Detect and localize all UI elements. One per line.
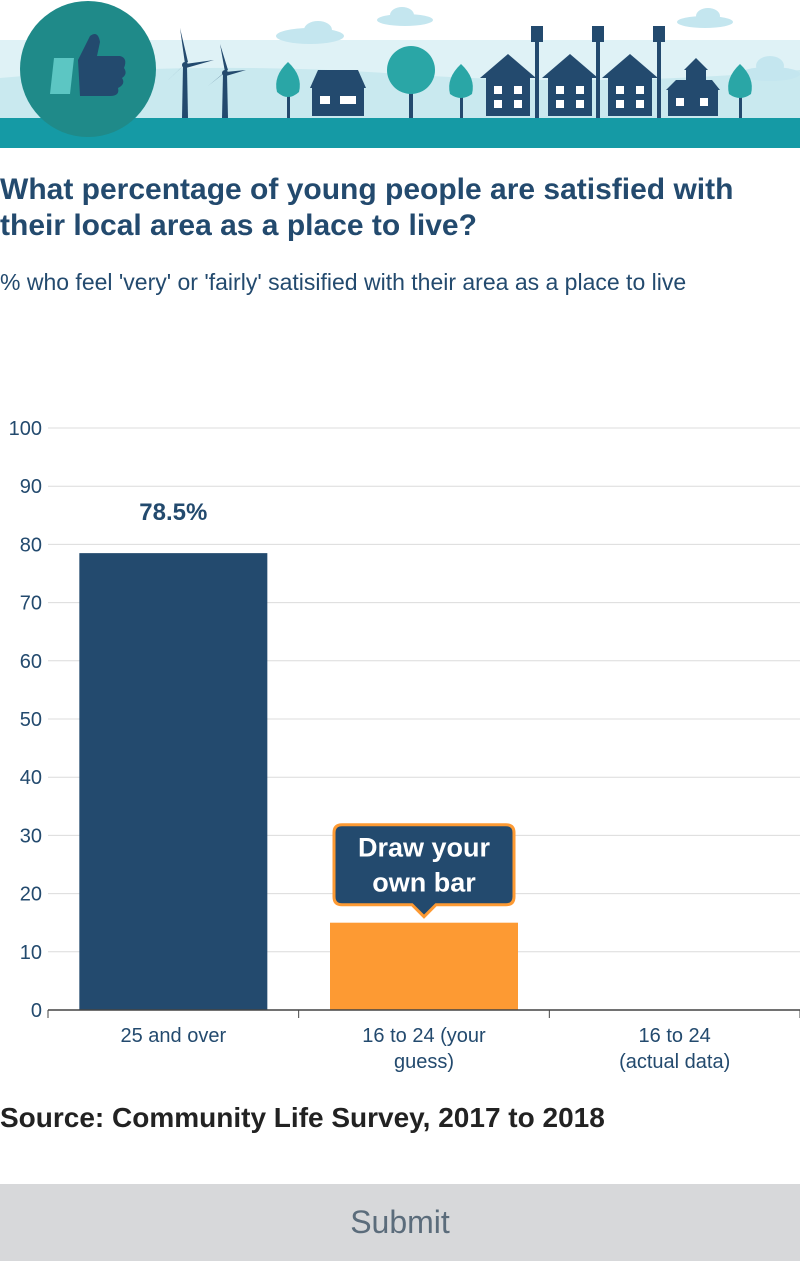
y-tick-label: 50 (20, 709, 42, 731)
draw-bar-callout: Draw your own bar (332, 823, 516, 919)
bar (79, 553, 268, 1010)
callout-bubble (332, 823, 516, 919)
y-tick-label: 90 (20, 476, 42, 498)
bars: 78.5% (79, 499, 518, 1010)
x-tick-label: 25 and over (121, 1025, 227, 1047)
cloud-icon (276, 21, 344, 44)
wind-turbine-icon (166, 28, 214, 118)
street-lamp-icon (653, 26, 665, 118)
y-tick-label: 40 (20, 767, 42, 789)
y-tick-label: 80 (20, 534, 42, 556)
chart-subtitle: % who feel 'very' or 'fairly' satisified… (0, 269, 687, 295)
house-icon (542, 54, 598, 116)
y-tick-label: 30 (20, 825, 42, 847)
cloud-icon (677, 8, 733, 28)
callout-text: Draw your (358, 833, 491, 863)
tree-icon (728, 64, 752, 118)
y-tick-label: 70 (20, 593, 42, 615)
house-icon (666, 58, 720, 116)
cloud-icon (740, 56, 800, 81)
x-tick-label: 16 to 24 (your (362, 1025, 486, 1047)
house-icon (480, 54, 536, 116)
y-tick-label: 100 (9, 418, 42, 440)
tree-icon (276, 62, 300, 118)
chart-title: What percentage of young people are sati… (0, 173, 734, 242)
tree-icon (449, 64, 473, 118)
house-icon (602, 54, 658, 116)
x-tick-label: (actual data) (619, 1051, 730, 1073)
street-lamp-icon (531, 26, 543, 118)
wind-turbine-icon (208, 44, 246, 118)
header-banner (0, 0, 800, 150)
y-tick-label: 20 (20, 884, 42, 906)
cloud-icon (377, 7, 433, 26)
x-tick-label: guess) (394, 1051, 454, 1073)
bar-chart[interactable]: 0 10 20 30 40 50 60 70 80 90 100 78.5% 25 and over… (0, 405, 800, 1085)
submit-button[interactable]: Submit (0, 1184, 800, 1261)
y-tick-label: 60 (20, 651, 42, 673)
bar (330, 922, 518, 1010)
x-tick-label: 16 to 24 (639, 1025, 711, 1047)
thumbs-up-icon (20, 1, 156, 137)
y-tick-label: 0 (31, 1000, 42, 1022)
source-note: Source: Community Life Survey, 2017 to 2… (0, 1102, 605, 1133)
callout-text: own bar (372, 868, 476, 898)
tree-icon (387, 46, 435, 118)
street-lamp-icon (592, 26, 604, 118)
y-tick-label: 10 (20, 942, 42, 964)
bar-value-label: 78.5% (139, 499, 207, 526)
house-icon (310, 70, 366, 116)
x-axis: 25 and over 16 to 24 (your guess) 16 to 24 (… (47, 1009, 800, 1073)
